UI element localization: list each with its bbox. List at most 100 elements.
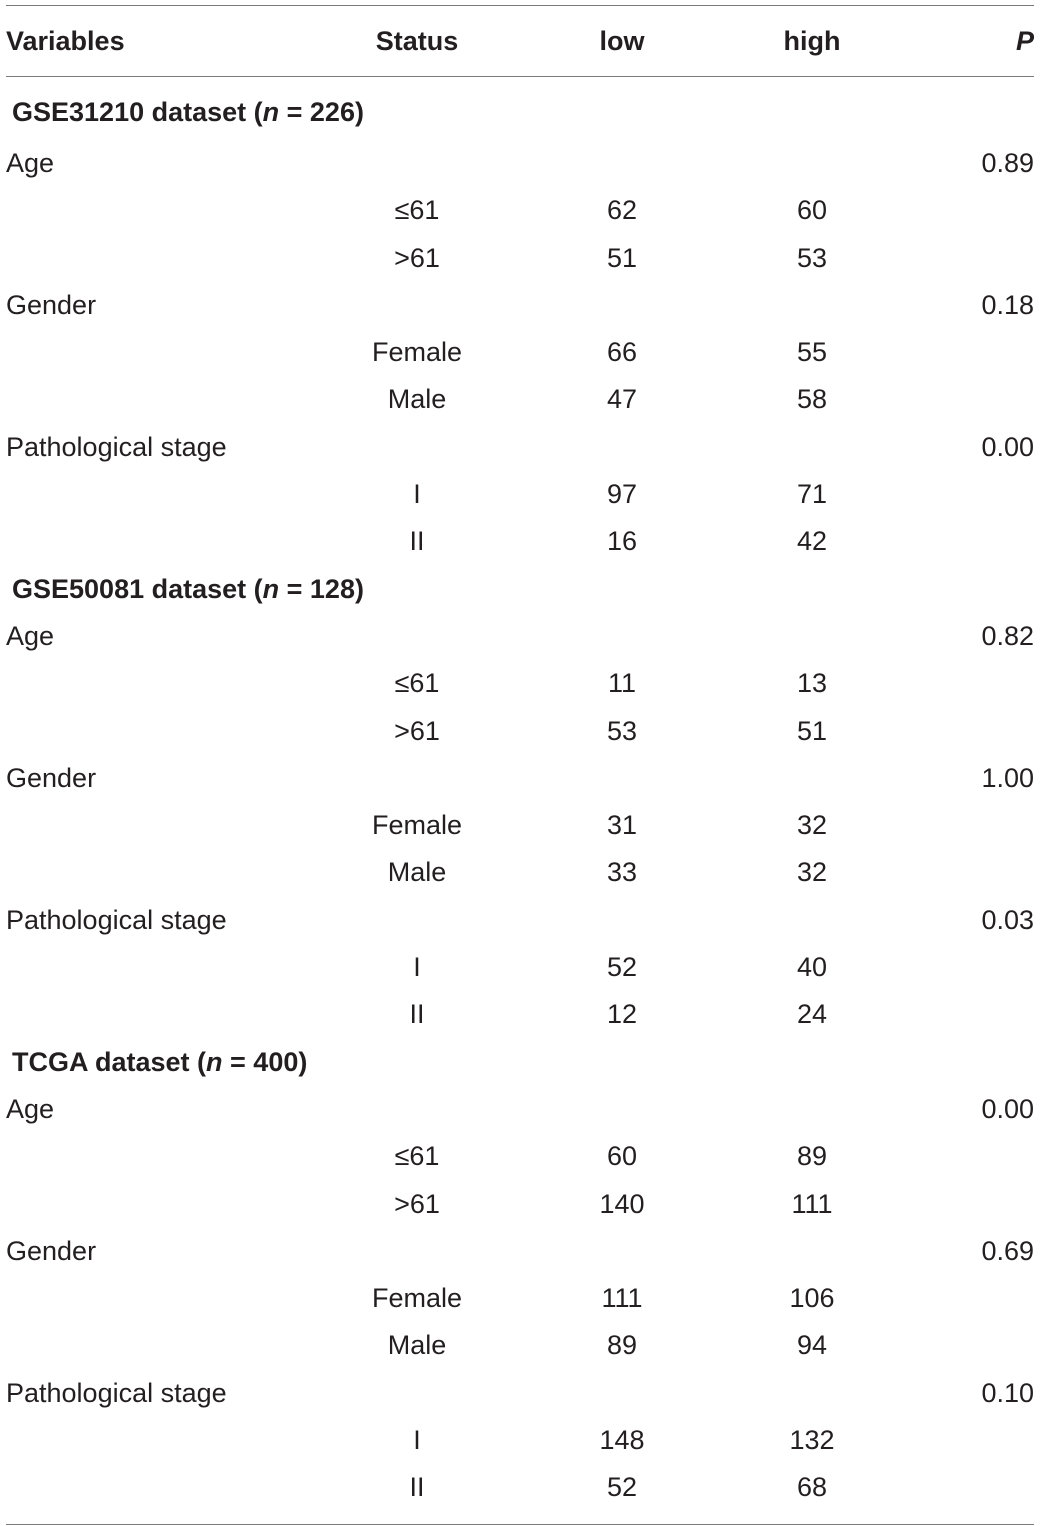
- table-row: I 97 71: [6, 471, 1034, 518]
- table-row: Female 111 106: [6, 1275, 1034, 1322]
- low-cell: 33: [606, 857, 638, 888]
- p-value: 0.10: [981, 1377, 1034, 1408]
- header-high: high: [783, 26, 841, 56]
- status-cell: Male: [387, 1330, 447, 1361]
- status-cell: Male: [387, 384, 447, 415]
- high-cell: 42: [796, 526, 828, 557]
- high-cell: 13: [796, 668, 828, 699]
- status-cell: >61: [394, 242, 440, 273]
- low-cell: 97: [606, 479, 638, 510]
- variable-row: Pathological stage 0.03: [6, 897, 1034, 944]
- status-cell: Male: [387, 857, 447, 888]
- variable-row: Gender 0.69: [6, 1228, 1034, 1275]
- table-row: Male 47 58: [6, 376, 1034, 423]
- variable-name: Pathological stage: [6, 431, 227, 462]
- table-row: I 52 40: [6, 944, 1034, 991]
- section-title-suffix: = 226): [279, 97, 364, 127]
- high-cell: 60: [796, 195, 828, 226]
- status-cell: II: [409, 526, 425, 557]
- table-row: >61 53 51: [6, 708, 1034, 755]
- variable-name: Age: [6, 1093, 55, 1124]
- table-body: GSE31210 dataset (n = 226) Age 0.89 ≤61 62 60…: [6, 77, 1034, 1512]
- status-cell: Female: [371, 810, 463, 841]
- variable-row: Pathological stage 0.10: [6, 1370, 1034, 1417]
- header-p: P: [1015, 26, 1034, 56]
- variable-name: Gender: [6, 1235, 97, 1266]
- status-cell: ≤61: [394, 195, 440, 226]
- variable-row: Gender 1.00: [6, 755, 1034, 802]
- section-title-suffix: = 128): [279, 573, 364, 604]
- status-cell: >61: [394, 1188, 440, 1219]
- low-cell: 62: [606, 195, 638, 226]
- status-cell: Female: [371, 337, 463, 368]
- status-cell: I: [413, 479, 421, 510]
- variable-name: Age: [6, 620, 55, 651]
- p-value: 0.00: [981, 1093, 1034, 1124]
- high-cell: 94: [796, 1330, 828, 1361]
- table-row: ≤61 60 89: [6, 1133, 1034, 1180]
- header-variables: Variables: [6, 26, 125, 56]
- status-cell: ≤61: [394, 1141, 440, 1172]
- low-cell: 31: [606, 810, 638, 841]
- section-row: GSE50081 dataset (n = 128): [6, 566, 1034, 613]
- status-cell: II: [409, 1472, 425, 1503]
- p-value: 0.89: [981, 148, 1034, 178]
- p-value: 0.69: [981, 1235, 1034, 1266]
- variable-row: Pathological stage 0.00: [6, 424, 1034, 471]
- header-low: low: [599, 26, 645, 56]
- header-status: Status: [375, 26, 459, 56]
- p-value: 0.03: [981, 904, 1034, 935]
- high-cell: 111: [791, 1188, 833, 1219]
- section-title-suffix: = 400): [222, 1046, 308, 1077]
- p-value: 1.00: [981, 762, 1034, 793]
- low-cell: 53: [606, 715, 638, 746]
- data-table: Variables Status low high P GSE31210 dat…: [6, 5, 1034, 1525]
- low-cell: 52: [606, 1472, 638, 1503]
- table-row: Female 31 32: [6, 802, 1034, 849]
- variable-row: Age 0.89: [6, 140, 1034, 187]
- low-cell: 16: [606, 526, 638, 557]
- variable-name: Gender: [6, 762, 97, 793]
- low-cell: 11: [607, 668, 637, 699]
- high-cell: 53: [796, 242, 828, 273]
- table-row: Male 33 32: [6, 849, 1034, 896]
- bottom-rule: [6, 1523, 1034, 1525]
- low-cell: 66: [606, 337, 638, 368]
- section-title: GSE50081 dataset (n = 128): [12, 566, 364, 613]
- high-cell: 58: [796, 384, 828, 415]
- table-row: >61 140 111: [6, 1181, 1034, 1228]
- section-row: TCGA dataset (n = 400): [6, 1039, 1034, 1086]
- status-cell: ≤61: [394, 668, 440, 699]
- table-row: I 148 132: [6, 1417, 1034, 1464]
- table-row: II 12 24: [6, 991, 1034, 1038]
- p-value: 0.82: [981, 620, 1034, 651]
- p-value: 0.00: [981, 431, 1034, 462]
- variable-row: Age 0.82: [6, 613, 1034, 660]
- high-cell: 132: [789, 1425, 835, 1456]
- high-cell: 40: [796, 952, 828, 983]
- section-title-n: n: [206, 1046, 223, 1077]
- high-cell: 32: [796, 810, 828, 841]
- status-cell: II: [409, 999, 425, 1030]
- low-cell: 111: [601, 1283, 643, 1314]
- section-title-n: n: [262, 97, 280, 127]
- p-value: 0.18: [981, 289, 1034, 320]
- header-rule: [6, 76, 1034, 77]
- top-rule: [6, 5, 1034, 6]
- low-cell: 140: [599, 1188, 645, 1219]
- high-cell: 51: [796, 715, 828, 746]
- variable-row: Age 0.00: [6, 1086, 1034, 1133]
- low-cell: 51: [606, 242, 638, 273]
- section-row: GSE31210 dataset (n = 226): [6, 77, 1034, 140]
- section-title-n: n: [262, 573, 280, 604]
- status-cell: Female: [371, 1283, 463, 1314]
- variable-name: Age: [6, 148, 55, 178]
- high-cell: 71: [796, 479, 828, 510]
- section-title-prefix: GSE50081 dataset (: [12, 573, 263, 604]
- high-cell: 24: [796, 999, 828, 1030]
- table-row: ≤61 11 13: [6, 660, 1034, 707]
- table-row: Female 66 55: [6, 329, 1034, 376]
- section-title-prefix: GSE31210 dataset (: [12, 97, 263, 127]
- table-row: Male 89 94: [6, 1322, 1034, 1369]
- low-cell: 47: [606, 384, 638, 415]
